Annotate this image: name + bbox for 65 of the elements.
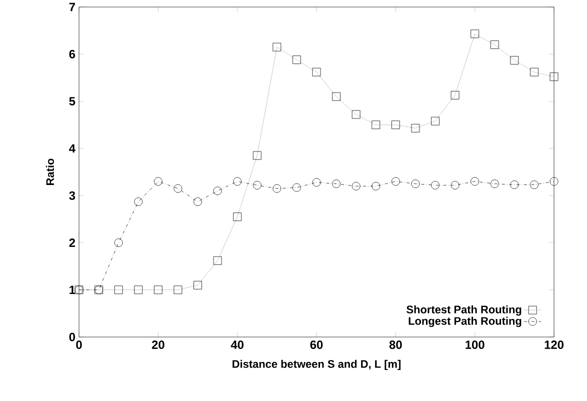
y-tick-label: 6 [69, 50, 76, 58]
point [233, 212, 242, 221]
legend-label: Shortest Path Routing [406, 305, 522, 316]
point [233, 177, 242, 186]
point [134, 286, 143, 294]
point [431, 181, 440, 190]
point [174, 286, 182, 294]
point [194, 280, 202, 290]
y-tick-label: 7 [69, 2, 75, 12]
x-tick-label: 120 [544, 340, 564, 349]
point [272, 184, 282, 193]
x-axis-title: Distance between S and D, L [m] [232, 360, 401, 370]
point [292, 183, 301, 192]
point [391, 177, 400, 186]
point [431, 116, 440, 126]
point [312, 178, 321, 187]
point [411, 124, 420, 132]
y-tick-label: 2 [69, 238, 76, 247]
point [490, 40, 499, 49]
x-tick-label: 0 [76, 340, 82, 349]
point [550, 72, 558, 81]
point [114, 286, 123, 294]
y-axis-title: Ratio [46, 158, 54, 185]
point [252, 181, 262, 190]
point [391, 120, 400, 130]
legend-label: Longest Path Routing [408, 316, 522, 328]
point [194, 198, 202, 206]
point [510, 56, 519, 64]
point [154, 286, 162, 294]
x-tick-label: 60 [310, 340, 323, 349]
point [490, 180, 499, 188]
point [272, 42, 282, 52]
point [292, 56, 301, 64]
point [510, 180, 519, 189]
point [114, 238, 123, 247]
point [372, 182, 380, 190]
x-tick-label: 20 [152, 340, 164, 349]
point [550, 177, 558, 186]
x-tick-label: 80 [389, 340, 402, 349]
point [213, 256, 222, 265]
point [470, 30, 480, 38]
y-tick-label: 0 [69, 332, 75, 342]
y-tick-label: 1 [70, 286, 76, 294]
point [213, 186, 222, 196]
y-tick-label: 5 [69, 97, 76, 106]
point [332, 180, 340, 188]
point [252, 151, 262, 160]
point [312, 68, 321, 76]
point [154, 177, 162, 186]
point [134, 198, 143, 206]
point [530, 68, 538, 76]
point [530, 180, 538, 189]
point [352, 182, 360, 190]
point [352, 110, 360, 119]
point [372, 120, 380, 130]
point [332, 92, 340, 101]
x-tick-label: 100 [466, 340, 484, 349]
point [411, 180, 420, 188]
point [174, 184, 182, 193]
point [450, 181, 460, 190]
y-tick-label: 4 [69, 144, 76, 153]
y-tick-label: 3 [69, 191, 76, 200]
point [470, 177, 480, 186]
point [450, 90, 460, 100]
x-tick-label: 40 [230, 340, 244, 349]
